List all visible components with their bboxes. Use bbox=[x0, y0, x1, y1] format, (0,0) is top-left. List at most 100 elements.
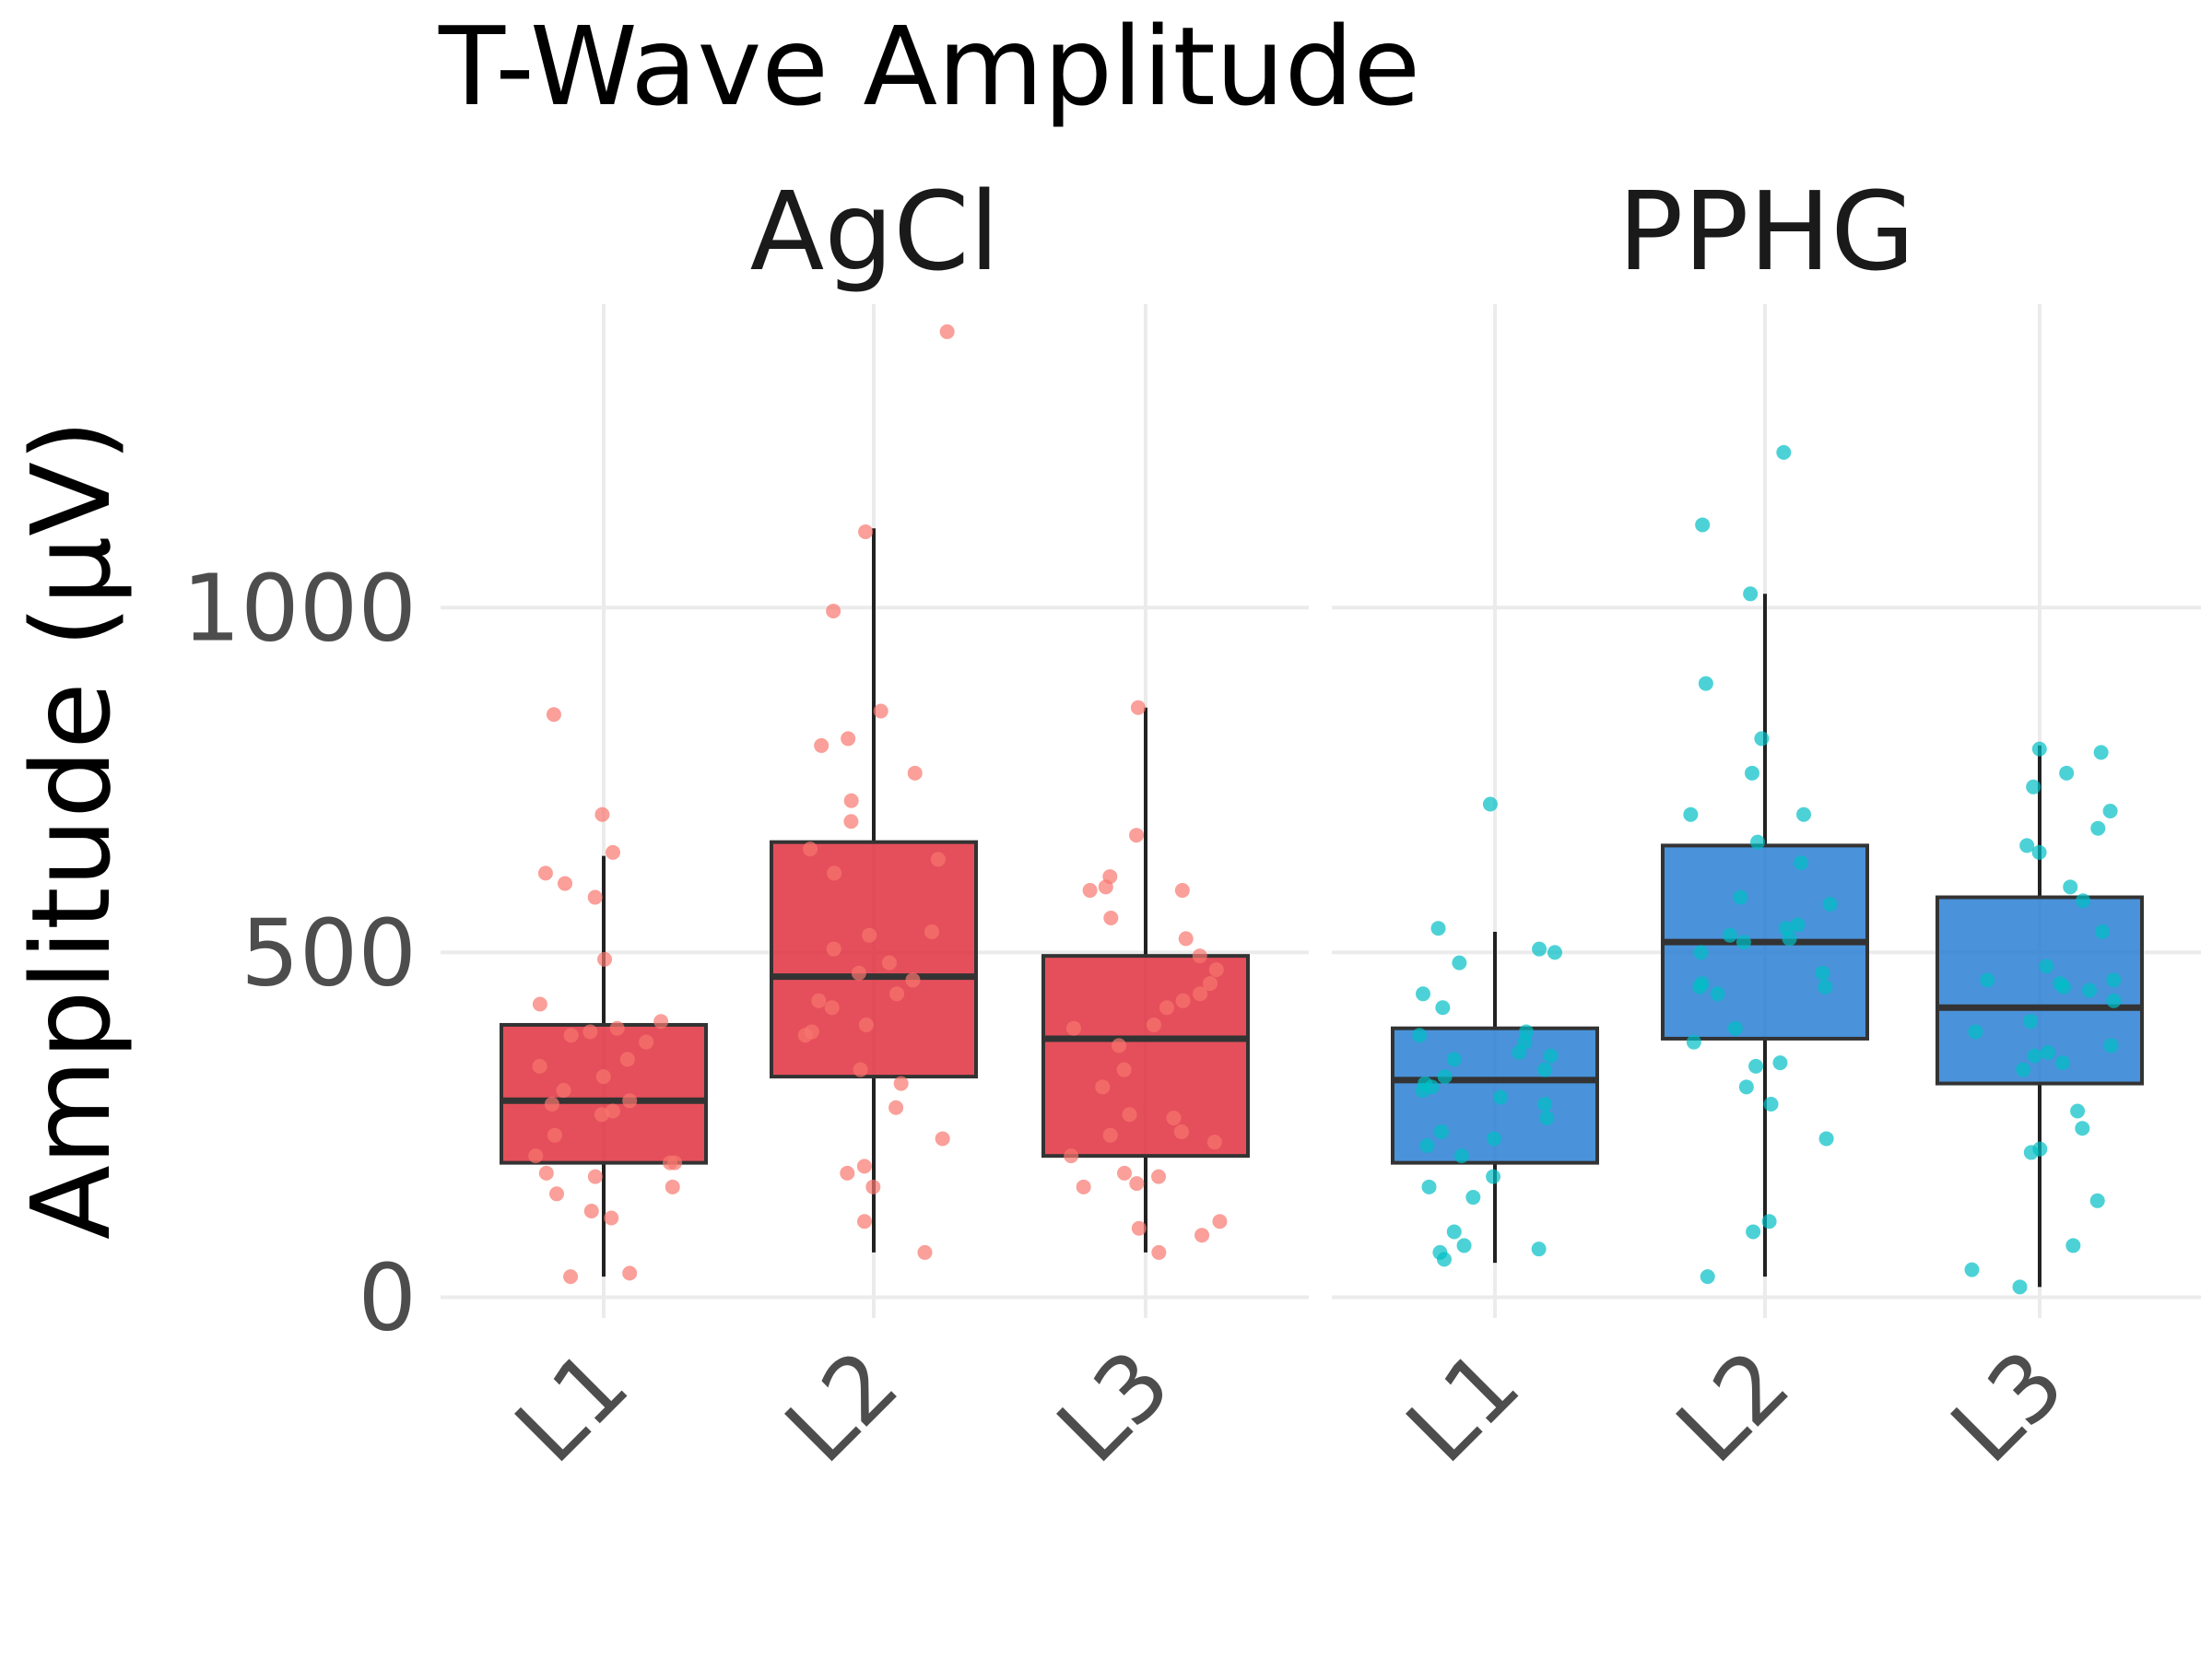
data-point bbox=[563, 1028, 579, 1043]
data-point bbox=[2031, 844, 2047, 860]
data-point bbox=[622, 1093, 638, 1109]
x-tick-label: L3 bbox=[1931, 1329, 2085, 1483]
data-point bbox=[1487, 1131, 1502, 1147]
data-point bbox=[2106, 993, 2122, 1008]
data-point bbox=[2075, 1121, 2090, 1136]
data-point bbox=[1486, 1169, 1501, 1184]
data-point bbox=[803, 841, 818, 857]
data-point bbox=[1174, 883, 1190, 899]
data-point bbox=[1750, 834, 1766, 850]
data-point bbox=[1531, 1241, 1547, 1257]
data-point bbox=[1968, 1024, 1983, 1040]
data-point bbox=[1733, 889, 1748, 905]
data-point bbox=[865, 1179, 881, 1194]
data-point bbox=[1098, 879, 1113, 895]
data-point bbox=[840, 1165, 855, 1181]
data-point bbox=[2090, 820, 2106, 836]
data-point bbox=[1166, 1110, 1182, 1125]
data-point bbox=[1532, 941, 1547, 957]
data-point bbox=[797, 1028, 813, 1043]
facet-panels: AgCl L1 L2 L3 PPHG L1 L2 L3 bbox=[441, 168, 2201, 1483]
data-point bbox=[609, 1020, 625, 1036]
data-point bbox=[1743, 586, 1759, 602]
data-point bbox=[1683, 806, 1699, 822]
data-point bbox=[2082, 982, 2098, 998]
data-point bbox=[2026, 779, 2041, 794]
data-point bbox=[1980, 972, 1995, 988]
data-point bbox=[2059, 765, 2075, 781]
data-point bbox=[1112, 1038, 1127, 1053]
data-point bbox=[1746, 1224, 1761, 1240]
data-point bbox=[856, 1159, 872, 1174]
data-point bbox=[1194, 1228, 1210, 1243]
data-point bbox=[594, 806, 610, 822]
data-point bbox=[583, 1204, 599, 1219]
data-point bbox=[1446, 1224, 1462, 1240]
data-point bbox=[667, 1155, 683, 1171]
data-point bbox=[2065, 1238, 2081, 1253]
data-point bbox=[1818, 979, 1833, 994]
data-point bbox=[2027, 1048, 2042, 1064]
data-point bbox=[2023, 1145, 2039, 1160]
facet-panel-agcl: AgCl L1 L2 L3 bbox=[441, 168, 1309, 1483]
data-point bbox=[595, 1069, 611, 1085]
data-point bbox=[2016, 1062, 2031, 1077]
data-point bbox=[939, 324, 955, 339]
data-point bbox=[1782, 931, 1797, 947]
y-tick-label: 1000 bbox=[182, 554, 418, 662]
data-point bbox=[881, 955, 897, 971]
data-point bbox=[1437, 1069, 1453, 1085]
data-point bbox=[826, 603, 841, 618]
data-point bbox=[1446, 1052, 1462, 1067]
data-point bbox=[1116, 1062, 1132, 1077]
data-point bbox=[1151, 1169, 1167, 1184]
data-point bbox=[556, 1083, 571, 1099]
data-point bbox=[528, 1148, 544, 1164]
data-point bbox=[1436, 1252, 1452, 1267]
data-point bbox=[1203, 976, 1218, 992]
data-point bbox=[2063, 879, 2078, 895]
facet-strip-label: AgCl bbox=[750, 168, 1000, 295]
data-point bbox=[1776, 444, 1792, 460]
data-point bbox=[1419, 1137, 1435, 1153]
data-point bbox=[905, 972, 921, 988]
data-point bbox=[1818, 1131, 1834, 1147]
x-tick-label: L2 bbox=[1656, 1329, 1810, 1483]
data-point bbox=[2102, 804, 2118, 818]
data-point bbox=[1693, 945, 1709, 960]
data-point bbox=[537, 865, 553, 881]
data-point bbox=[1710, 986, 1725, 1002]
data-point bbox=[1076, 1179, 1091, 1194]
data-point bbox=[2095, 924, 2111, 939]
data-point bbox=[1815, 965, 1830, 981]
data-point bbox=[1761, 1214, 1777, 1230]
data-point bbox=[1175, 993, 1191, 1008]
data-point bbox=[1095, 1079, 1111, 1095]
facet-panel-pphg: PPHG L1 L2 L3 bbox=[1332, 168, 2201, 1483]
data-point bbox=[1433, 1124, 1449, 1139]
data-point bbox=[1763, 1097, 1779, 1112]
data-point bbox=[924, 924, 939, 939]
data-point bbox=[604, 1210, 619, 1226]
data-point bbox=[1745, 765, 1760, 781]
data-point bbox=[665, 1179, 680, 1194]
facet-strip-label: PPHG bbox=[1618, 168, 1914, 295]
data-point bbox=[1722, 927, 1737, 943]
data-point bbox=[1415, 1083, 1430, 1099]
data-point bbox=[1453, 1148, 1469, 1164]
data-point bbox=[1695, 517, 1711, 533]
data-point bbox=[1159, 1000, 1175, 1016]
data-point bbox=[826, 941, 841, 957]
data-point bbox=[917, 1244, 933, 1260]
data-point bbox=[893, 1076, 909, 1091]
data-point bbox=[1537, 1062, 1553, 1077]
data-point bbox=[889, 986, 905, 1002]
data-point bbox=[1735, 935, 1751, 950]
data-point bbox=[622, 1265, 638, 1281]
data-point bbox=[827, 865, 842, 881]
data-point bbox=[1103, 910, 1119, 925]
data-point bbox=[1212, 1214, 1228, 1230]
data-point bbox=[1456, 1238, 1472, 1253]
data-point bbox=[1193, 986, 1208, 1002]
